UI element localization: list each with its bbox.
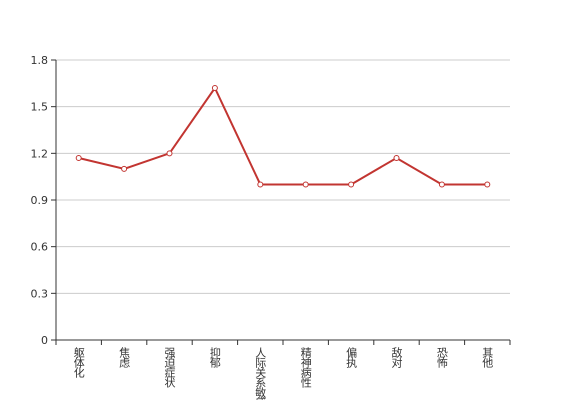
- x-tick-label: 偏执: [345, 346, 358, 369]
- y-tick-label: 1.2: [31, 147, 49, 160]
- y-tick-label: 0.3: [31, 287, 49, 300]
- x-tick-label: 恐怖: [435, 347, 448, 368]
- y-tick-label: 0.9: [31, 194, 49, 207]
- point: [302, 181, 309, 188]
- line: [78, 86, 488, 186]
- x-tick-label: 敌对: [390, 346, 403, 368]
- x-tick-label: 人际关系敏感: [254, 347, 267, 400]
- point: [438, 181, 445, 188]
- x-tick-label: 躯体化: [72, 347, 85, 379]
- point: [166, 150, 173, 157]
- x-tick-label: 强迫症状: [163, 347, 176, 388]
- point: [121, 165, 128, 172]
- point: [257, 181, 264, 188]
- x-tick-label: 精神病性: [299, 347, 312, 389]
- point: [484, 181, 491, 188]
- point: [211, 85, 218, 91]
- x-tick-label: 焦虑: [118, 347, 131, 368]
- x-tick-label: 抑郁: [208, 346, 221, 368]
- x-tick-label: 其他: [481, 347, 494, 368]
- y-tick-label: 0.6: [31, 241, 49, 254]
- y-tick-label: 1.8: [31, 54, 49, 67]
- y-tick-label: 0: [41, 334, 48, 347]
- y-tick-label: 1.5: [31, 101, 49, 114]
- point: [393, 155, 400, 161]
- point: [348, 181, 355, 188]
- point: [75, 155, 82, 161]
